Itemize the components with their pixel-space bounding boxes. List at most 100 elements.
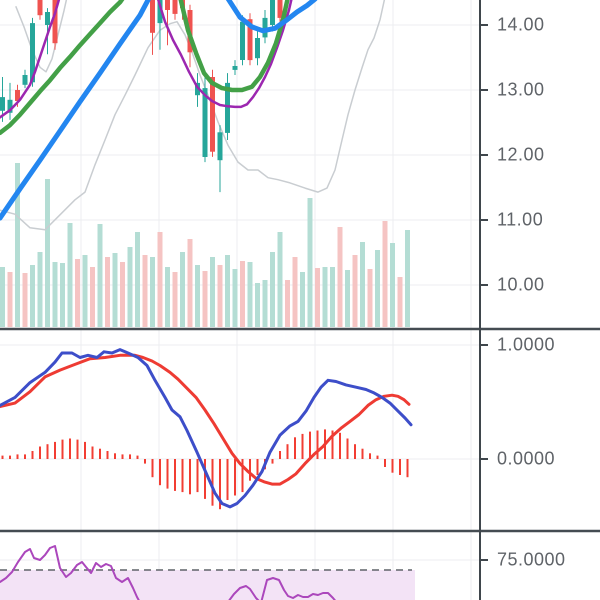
volume-bar (360, 242, 365, 327)
volume-bar (322, 267, 328, 327)
candle-body (262, 17, 268, 38)
volume-bar (300, 272, 305, 327)
volume-bar (270, 252, 275, 327)
volume-bar (90, 267, 95, 327)
volume-bar (345, 270, 350, 327)
rsi-panel[interactable] (0, 531, 480, 600)
ma-fast-purple-line (0, 0, 61, 119)
volume-bar (277, 232, 283, 327)
volume-bar (352, 255, 358, 327)
volume-bar (22, 273, 28, 327)
candle-body (247, 19, 253, 61)
volume-bar (157, 232, 163, 327)
volume-bar (142, 255, 148, 327)
candle-body (172, 0, 178, 14)
macd-fast-blue-line (0, 348, 413, 509)
price-axis-label: 11.00 (497, 209, 544, 230)
volume-bar (150, 257, 155, 327)
volume-bar (52, 262, 58, 327)
candle-body (277, 0, 283, 18)
volume-bar (15, 163, 20, 327)
ma-slow-blue-line (225, 0, 318, 34)
price-axis-label: 14.00 (497, 14, 545, 35)
volume-bar (382, 221, 388, 327)
volume-bar (307, 198, 313, 327)
volume-bar (210, 257, 215, 327)
volume-bar (225, 255, 230, 327)
price-axis-label: 10.00 (497, 274, 545, 295)
ma-mid-green-line (0, 0, 125, 136)
volume-bar (135, 232, 140, 327)
volume-bar (375, 250, 380, 327)
macd-slow-red-line (0, 353, 411, 486)
candle-body (217, 132, 223, 161)
ma-mid-green-line (178, 0, 290, 93)
oscillator-axis-label: 0.0000 (497, 448, 556, 469)
ma-slow-blue-line (0, 0, 151, 221)
rsi-line (0, 545, 336, 600)
volume-bar (180, 252, 185, 327)
candle-body (37, 0, 43, 16)
volume-bar (105, 257, 110, 327)
volume-bar (367, 269, 373, 327)
moving-averages-layer (0, 0, 318, 221)
volume-bar (390, 243, 395, 327)
volume-bar (7, 272, 13, 327)
oscillator-panel[interactable] (0, 329, 480, 531)
volume-bar (337, 227, 343, 327)
volume-bar (120, 262, 125, 327)
rsi-axis-label: 75.0000 (497, 549, 566, 570)
volume-bar (75, 259, 80, 327)
volume-bar (60, 263, 65, 327)
candle-body (0, 97, 5, 111)
candle-body (45, 12, 50, 25)
candle-body (7, 99, 13, 113)
volume-bar (0, 267, 5, 327)
price-panel[interactable] (0, 0, 480, 329)
price-axis-label: 12.00 (497, 144, 545, 165)
ma-fast-purple-line (157, 0, 293, 109)
rsi-layer (0, 545, 415, 600)
candle-body (22, 75, 28, 85)
volume-bar (240, 261, 245, 327)
macd-layer (0, 348, 413, 510)
volume-bar (165, 267, 170, 327)
volume-layer (0, 163, 410, 327)
volume-bar (67, 223, 73, 327)
price-axis-label: 13.00 (497, 79, 545, 100)
volume-bar (30, 265, 35, 327)
candle-body (240, 21, 245, 60)
volume-bar (292, 257, 298, 327)
volume-bar (397, 277, 403, 327)
volume-bar (285, 280, 290, 327)
volume-bar (255, 283, 260, 327)
volume-bar (330, 267, 335, 327)
volume-bar (45, 179, 50, 327)
candle-body (270, 0, 275, 25)
volume-bar (405, 230, 410, 327)
volume-bar (187, 239, 193, 327)
candle-body (255, 38, 260, 59)
volume-bar (247, 262, 253, 327)
candle-body (30, 23, 35, 83)
candle-body (225, 82, 230, 133)
volume-bar (127, 247, 133, 327)
candle-body (52, 0, 58, 44)
volume-bar (172, 272, 178, 327)
volume-bar (82, 255, 88, 327)
candle-body (202, 88, 208, 157)
candle-body (15, 90, 20, 101)
volume-bar (217, 265, 223, 327)
volume-bar (315, 268, 320, 327)
volume-bar (97, 224, 103, 327)
oscillator-axis-label: 1.0000 (497, 334, 556, 355)
volume-bar (37, 252, 43, 327)
volume-bar (202, 271, 208, 327)
candle-body (165, 0, 170, 10)
volume-bar (262, 280, 268, 327)
bollinger-upper-band-line (15, 0, 68, 73)
volume-bar (195, 265, 200, 327)
volume-bar (112, 253, 118, 327)
